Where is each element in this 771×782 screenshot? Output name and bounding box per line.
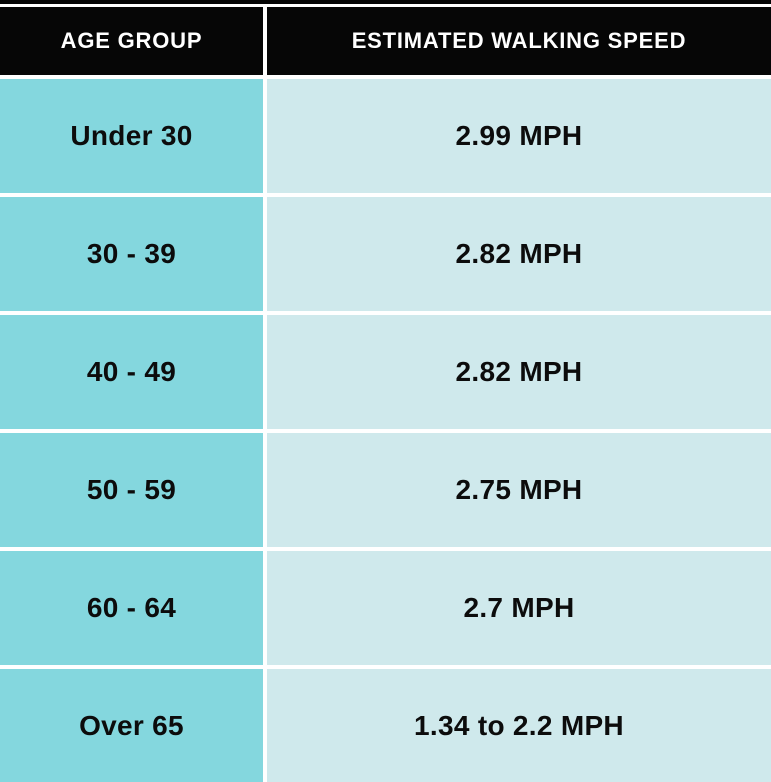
column-header-walking-speed: ESTIMATED WALKING SPEED — [267, 7, 771, 75]
table: AGE GROUP ESTIMATED WALKING SPEED Under … — [0, 7, 771, 782]
age-group-cell: 30 - 39 — [0, 197, 263, 311]
age-group-cell: 40 - 49 — [0, 315, 263, 429]
age-group-cell: Over 65 — [0, 669, 263, 782]
age-group-cell: 50 - 59 — [0, 433, 263, 547]
top-border-strip — [0, 0, 771, 4]
walking-speed-cell: 2.7 MPH — [267, 551, 771, 665]
column-header-age-group: AGE GROUP — [0, 7, 263, 75]
walking-speed-cell: 2.99 MPH — [267, 79, 771, 193]
walking-speed-cell: 2.82 MPH — [267, 315, 771, 429]
walking-speed-cell: 1.34 to 2.2 MPH — [267, 669, 771, 782]
age-group-cell: 60 - 64 — [0, 551, 263, 665]
age-group-cell: Under 30 — [0, 79, 263, 193]
walking-speed-cell: 2.75 MPH — [267, 433, 771, 547]
walking-speed-cell: 2.82 MPH — [267, 197, 771, 311]
